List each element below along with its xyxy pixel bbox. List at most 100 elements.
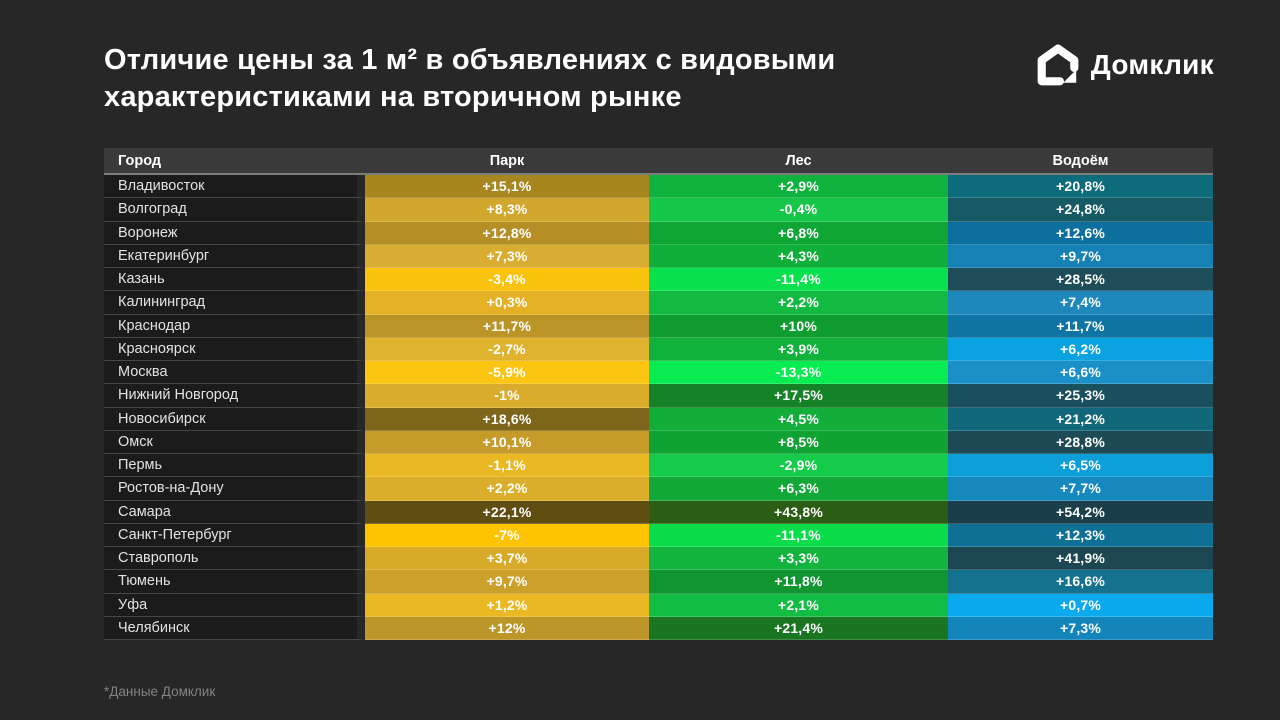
forest-value-cell: +4,3% [649, 244, 948, 268]
park-value-cell: +1,2% [365, 593, 649, 617]
water-value-cell: +20,8% [948, 175, 1213, 199]
water-value-cell: +16,6% [948, 570, 1213, 594]
park-value-cell: +12,8% [365, 221, 649, 245]
park-value-cell: +12% [365, 616, 649, 640]
city-label: Уфа [104, 593, 365, 617]
table-row: Краснодар +11,7% +10% +11,7% [104, 314, 1213, 338]
water-value-cell: +7,7% [948, 477, 1213, 501]
park-value-cell: +3,7% [365, 547, 649, 571]
table-row: Челябинск +12% +21,4% +7,3% [104, 616, 1213, 640]
water-value-cell: +0,7% [948, 593, 1213, 617]
forest-value-cell: +43,8% [649, 500, 948, 524]
forest-value-cell: +6,8% [649, 221, 948, 245]
forest-value-cell: +21,4% [649, 616, 948, 640]
table-row: Казань -3,4% -11,4% +28,5% [104, 268, 1213, 292]
column-header-city: Город [118, 152, 162, 169]
park-value-cell: +10,1% [365, 430, 649, 454]
table-row: Красноярск -2,7% +3,9% +6,2% [104, 337, 1213, 361]
city-label: Екатеринбург [104, 244, 365, 268]
table-row: Тюмень +9,7% +11,8% +16,6% [104, 570, 1213, 594]
city-label: Москва [104, 361, 365, 385]
forest-value-cell: +4,5% [649, 407, 948, 431]
table-row: Ставрополь +3,7% +3,3% +41,9% [104, 547, 1213, 571]
page-title-line1: Отличие цены за 1 м² в объявлениях с вид… [104, 44, 836, 76]
city-label: Санкт-Петербург [104, 523, 365, 547]
forest-value-cell: +17,5% [649, 384, 948, 408]
city-label: Красноярск [104, 337, 365, 361]
park-value-cell: +0,3% [365, 291, 649, 315]
city-label: Омск [104, 430, 365, 454]
table-row: Екатеринбург +7,3% +4,3% +9,7% [104, 244, 1213, 268]
city-label: Владивосток [104, 175, 365, 199]
water-value-cell: +6,6% [948, 361, 1213, 385]
water-value-cell: +6,5% [948, 454, 1213, 478]
forest-value-cell: +3,9% [649, 337, 948, 361]
table-row: Новосибирск +18,6% +4,5% +21,2% [104, 407, 1213, 431]
forest-value-cell: +6,3% [649, 477, 948, 501]
table-row: Санкт-Петербург -7% -11,1% +12,3% [104, 523, 1213, 547]
forest-value-cell: +2,2% [649, 291, 948, 315]
data-source-footnote: *Данные Домклик [104, 684, 216, 699]
water-value-cell: +54,2% [948, 500, 1213, 524]
forest-value-cell: +10% [649, 314, 948, 338]
table-row: Воронеж +12,8% +6,8% +12,6% [104, 221, 1213, 245]
water-value-cell: +6,2% [948, 337, 1213, 361]
city-label: Новосибирск [104, 407, 365, 431]
water-value-cell: +28,8% [948, 430, 1213, 454]
table-row: Омск +10,1% +8,5% +28,8% [104, 430, 1213, 454]
city-label: Ставрополь [104, 547, 365, 571]
forest-value-cell: +8,5% [649, 430, 948, 454]
park-value-cell: +7,3% [365, 244, 649, 268]
forest-value-cell: +2,9% [649, 175, 948, 199]
city-label: Пермь [104, 454, 365, 478]
city-label: Ростов-на-Дону [104, 477, 365, 501]
park-value-cell: +2,2% [365, 477, 649, 501]
forest-value-cell: -2,9% [649, 454, 948, 478]
water-value-cell: +24,8% [948, 198, 1213, 222]
park-value-cell: -1% [365, 384, 649, 408]
park-value-cell: +11,7% [365, 314, 649, 338]
table-body: Владивосток +15,1% +2,9% +20,8% Волгоград +8,… [104, 175, 1213, 640]
column-header-water: Водоём [1052, 152, 1109, 169]
table-row: Калининград +0,3% +2,2% +7,4% [104, 291, 1213, 315]
forest-value-cell: +11,8% [649, 570, 948, 594]
table-row: Самара +22,1% +43,8% +54,2% [104, 500, 1213, 524]
forest-value-cell: -11,4% [649, 268, 948, 292]
column-header-forest: Лес [785, 152, 812, 169]
water-value-cell: +7,4% [948, 291, 1213, 315]
forest-value-cell: +3,3% [649, 547, 948, 571]
water-value-cell: +25,3% [948, 384, 1213, 408]
table-row: Уфа +1,2% +2,1% +0,7% [104, 593, 1213, 617]
water-value-cell: +11,7% [948, 314, 1213, 338]
city-label: Волгоград [104, 198, 365, 222]
table-row: Волгоград +8,3% -0,4% +24,8% [104, 198, 1213, 222]
park-value-cell: -2,7% [365, 337, 649, 361]
table-row: Пермь -1,1% -2,9% +6,5% [104, 454, 1213, 478]
city-label: Челябинск [104, 616, 365, 640]
domclick-house-icon [1035, 42, 1081, 88]
city-label: Воронеж [104, 221, 365, 245]
city-label: Нижний Новгород [104, 384, 365, 408]
park-value-cell: +9,7% [365, 570, 649, 594]
park-value-cell: -7% [365, 523, 649, 547]
table-row: Москва -5,9% -13,3% +6,6% [104, 361, 1213, 385]
park-value-cell: -5,9% [365, 361, 649, 385]
table-row: Ростов-на-Дону +2,2% +6,3% +7,7% [104, 477, 1213, 501]
water-value-cell: +21,2% [948, 407, 1213, 431]
park-value-cell: -1,1% [365, 454, 649, 478]
page-title-line2: характеристиками на вторичном рынке [104, 81, 682, 113]
park-value-cell: +8,3% [365, 198, 649, 222]
forest-value-cell: -11,1% [649, 523, 948, 547]
park-value-cell: +18,6% [365, 407, 649, 431]
park-value-cell: -3,4% [365, 268, 649, 292]
water-value-cell: +28,5% [948, 268, 1213, 292]
city-label: Калининград [104, 291, 365, 315]
city-label: Самара [104, 500, 365, 524]
park-value-cell: +15,1% [365, 175, 649, 199]
heatmap-table: Город Парк Лес Водоём Владивосток +15,1% +… [104, 148, 1213, 640]
table-row: Нижний Новгород -1% +17,5% +25,3% [104, 384, 1213, 408]
city-label: Казань [104, 268, 365, 292]
table-row: Владивосток +15,1% +2,9% +20,8% [104, 175, 1213, 199]
domclick-logo-text: Домклик [1090, 49, 1214, 80]
